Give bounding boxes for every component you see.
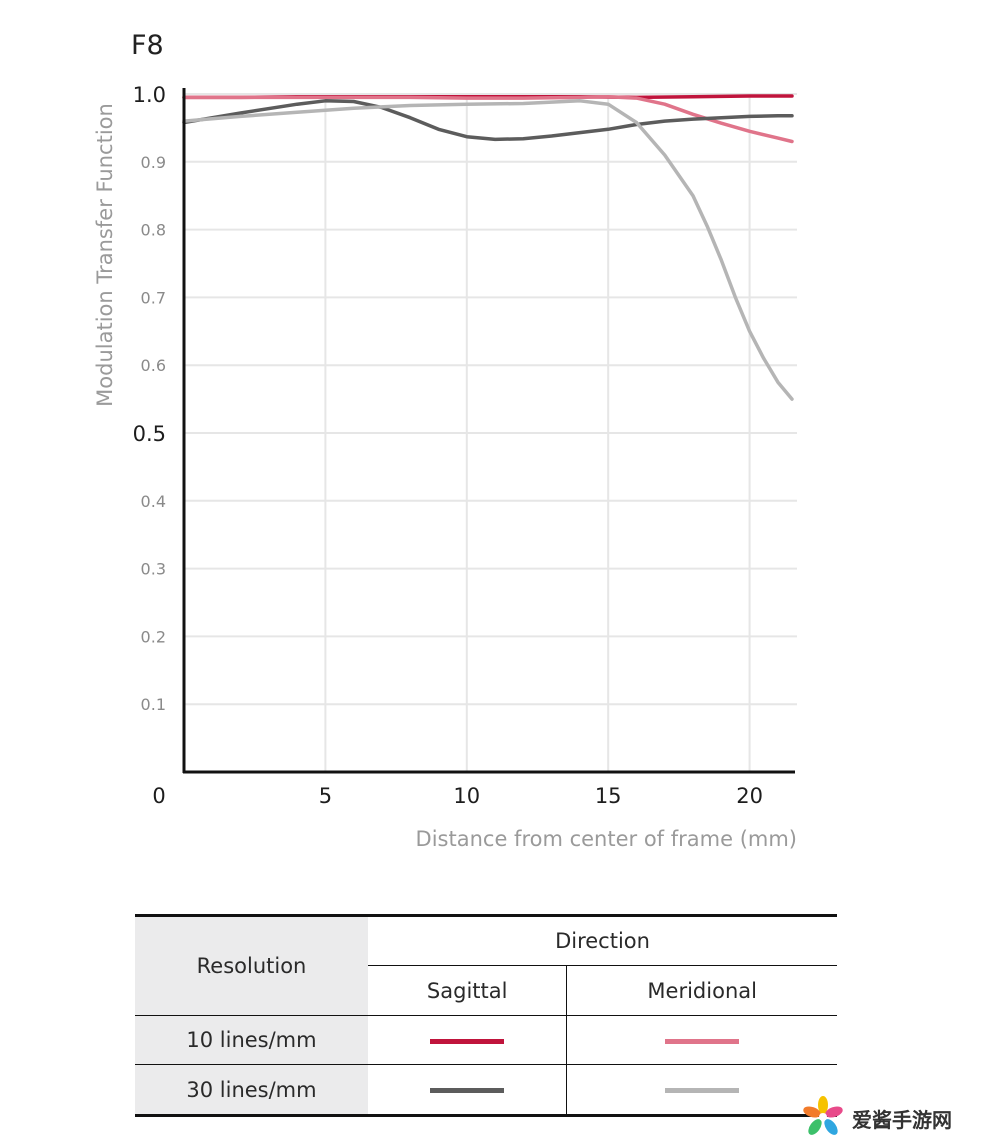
resolution-header: Resolution (135, 914, 368, 1016)
legend-row-label: 30 lines/mm (135, 1064, 368, 1117)
chart-ticks: 1.0 0.9 0.8 0.7 0.6 0.5 0.4 0.3 0.2 0.1 0 5 10 15 20 (133, 83, 763, 808)
series-line-3 (182, 99, 794, 142)
legend-swatch-cell (566, 1015, 837, 1065)
y-axis-label: Modulation Transfer Function (93, 103, 117, 407)
swatch-30-meridional (665, 1088, 740, 1093)
chart-title: F8 (131, 30, 164, 61)
y-tick-label: 0.5 (133, 422, 166, 446)
y-tick-label: 0.9 (141, 153, 166, 172)
chart-series (182, 94, 794, 401)
x-tick-label: 20 (736, 784, 763, 808)
swatch-10-meridional (665, 1038, 740, 1044)
legend-swatch-cell (368, 1064, 567, 1117)
y-tick-label: 0.3 (141, 560, 166, 579)
y-tick-label: 0.2 (141, 627, 166, 646)
meridional-header: Meridional (566, 965, 837, 1016)
x-axis-label: Distance from center of frame (mm) (416, 827, 797, 851)
y-tick-label: 0.7 (141, 288, 166, 307)
y-tick-label: 0.4 (141, 492, 166, 511)
y-tick-label: 1.0 (133, 83, 166, 107)
legend-swatch-cell (566, 1064, 837, 1117)
legend-row-label: 10 lines/mm (135, 1015, 368, 1065)
watermark: 爱酱手游网 (800, 1094, 980, 1140)
x-tick-label: 15 (595, 784, 622, 808)
series-line-4 (182, 99, 794, 401)
chart-axes (182, 88, 795, 774)
x-tick-label: 5 (319, 784, 332, 808)
swatch-10-sagittal (430, 1038, 505, 1044)
x-tick-label: 0 (152, 784, 165, 808)
y-tick-label: 0.6 (141, 356, 166, 375)
x-tick-label: 10 (453, 784, 480, 808)
legend-table: Resolution Direction Sagittal Meridional… (135, 914, 837, 1117)
mtf-chart: 1.0 0.9 0.8 0.7 0.6 0.5 0.4 0.3 0.2 0.1 0 5 10 15 20 M… (93, 83, 797, 851)
direction-header: Direction (368, 914, 837, 966)
y-tick-label: 0.1 (141, 695, 166, 714)
chart-grid (184, 93, 797, 772)
y-tick-label: 0.8 (141, 221, 166, 240)
pinwheel-flower-icon (803, 1096, 843, 1135)
watermark-text: 爱酱手游网 (852, 1108, 952, 1132)
sagittal-header: Sagittal (368, 965, 567, 1016)
series-line-2 (182, 94, 794, 144)
swatch-30-sagittal (430, 1088, 505, 1093)
legend-swatch-cell (368, 1015, 567, 1065)
